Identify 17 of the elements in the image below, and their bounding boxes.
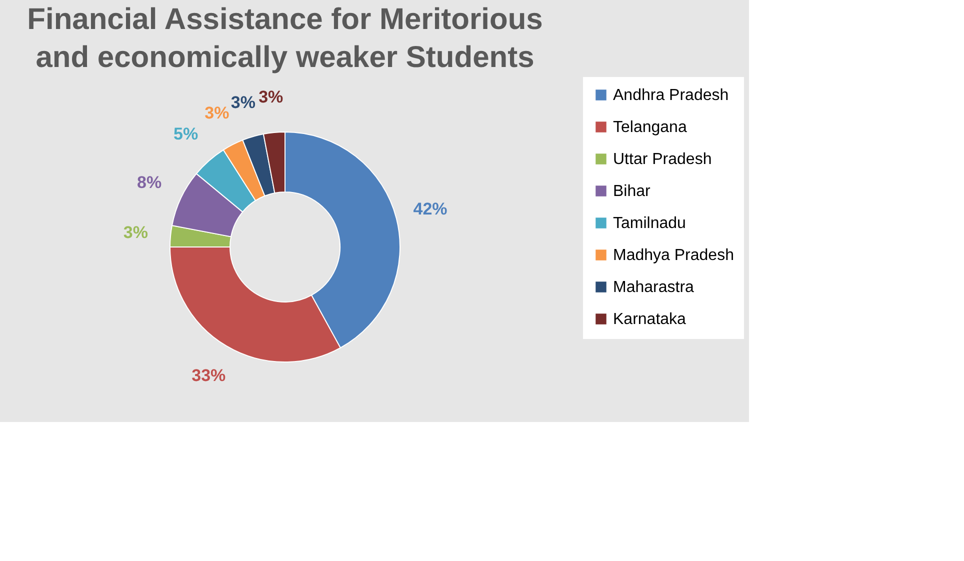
data-label: 3% xyxy=(123,222,148,242)
legend-label: Tamilnadu xyxy=(613,215,686,232)
legend-label: Bihar xyxy=(613,183,652,200)
legend-label: Uttar Pradesh xyxy=(613,151,712,168)
data-label: 3% xyxy=(230,92,256,112)
chart-title: Financial Assistance for Meritorious and economically weaker Students xyxy=(27,3,543,74)
legend-label: Karnataka xyxy=(613,311,686,328)
data-label: 3% xyxy=(204,103,230,122)
data-label: 8% xyxy=(136,173,162,192)
legend-label: Telangana xyxy=(613,119,687,136)
data-label: 3% xyxy=(258,88,284,107)
legend-label: Madhya Pradesh xyxy=(613,247,734,264)
data-label: 5% xyxy=(174,124,198,144)
data-label: 42% xyxy=(413,200,448,219)
legend-label: Andhra Pradesh xyxy=(613,87,729,104)
data-label: 33% xyxy=(192,366,226,386)
legend-label: Maharastra xyxy=(613,279,694,296)
